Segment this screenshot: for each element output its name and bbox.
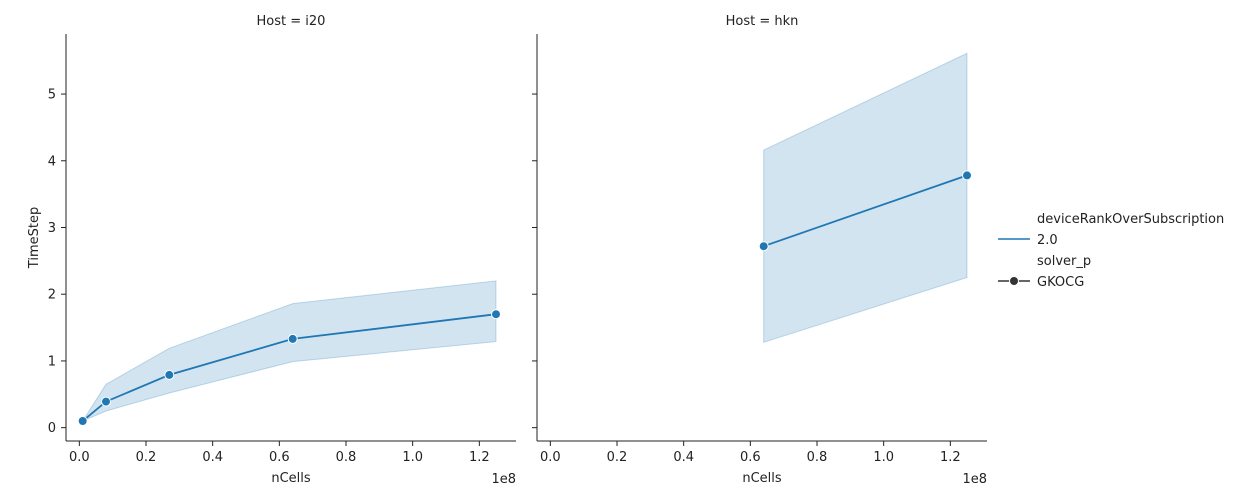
y-axis-label: TimeStep (27, 207, 42, 269)
x-tick-label: 0.0 (69, 450, 90, 465)
panel-hkn: 0.0 0.2 0.4 0.6 0.8 1.0 1.2 Host = hkn nCells 1e8 (532, 14, 987, 487)
y-tick-label: 1 (48, 354, 56, 369)
x-tick-label: 0.6 (740, 450, 761, 465)
data-point (164, 369, 175, 380)
data-point (491, 309, 501, 320)
y-tick-label: 4 (48, 154, 56, 169)
panel-title: Host = hkn (726, 14, 799, 29)
ci-band (81, 280, 497, 423)
y-tick-label: 0 (48, 421, 56, 436)
x-tick-label: 0.6 (269, 450, 290, 465)
x-tick-label: 1.2 (469, 450, 490, 465)
x-tick-label: 0.4 (202, 450, 223, 465)
legend-hue-title: deviceRankOverSubscription (1037, 212, 1224, 227)
x-tick-label: 0.0 (540, 450, 561, 465)
data-point (758, 241, 769, 252)
x-axis-label: nCells (271, 471, 311, 486)
y-tick-label: 3 (48, 221, 56, 236)
x-tick-label: 1.2 (940, 450, 961, 465)
x-tick-label: 0.4 (673, 450, 694, 465)
x-tick-label: 0.2 (607, 450, 628, 465)
panel-i20: 0.0 0.2 0.4 0.6 0.8 1.0 1.2 0 1 2 3 4 5 Host = i20 nCe… (27, 14, 516, 487)
legend-hue-entry: 2.0 (1037, 233, 1058, 248)
legend-style-entry: GKOCG (1037, 275, 1084, 290)
data-point (287, 333, 298, 344)
x-tick-label: 1.0 (873, 450, 894, 465)
x-tick-label: 0.2 (136, 450, 157, 465)
x-axis-offset-label: 1e8 (962, 472, 987, 487)
x-tick-label: 1.0 (402, 450, 423, 465)
x-tick-label: 0.8 (336, 450, 357, 465)
x-tick-label: 0.8 (807, 450, 828, 465)
y-tick-label: 5 (48, 88, 56, 103)
data-point (962, 170, 972, 181)
legend: deviceRankOverSubscription 2.0 solver_p … (998, 212, 1224, 290)
ci-band (763, 52, 968, 343)
legend-style-marker (1009, 276, 1019, 286)
panel-title: Host = i20 (257, 14, 326, 29)
data-point (77, 416, 88, 426)
data-point (101, 396, 111, 407)
legend-style-title: solver_p (1037, 254, 1091, 269)
x-axis-offset-label: 1e8 (491, 472, 516, 487)
y-tick-label: 2 (48, 288, 56, 303)
x-axis-label: nCells (742, 471, 782, 486)
series-line (763, 174, 968, 248)
